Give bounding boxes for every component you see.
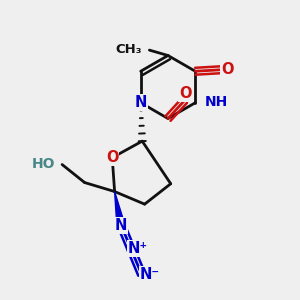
Text: HO: HO <box>32 157 56 171</box>
Text: N: N <box>134 95 147 110</box>
Text: N: N <box>114 218 127 233</box>
Text: O: O <box>179 86 192 101</box>
Polygon shape <box>115 192 124 225</box>
Text: N⁻: N⁻ <box>140 267 160 282</box>
Text: O: O <box>106 150 118 165</box>
Text: N⁺: N⁺ <box>128 241 148 256</box>
Text: NH: NH <box>204 95 227 109</box>
Text: O: O <box>221 62 234 77</box>
Text: CH₃: CH₃ <box>115 43 142 56</box>
